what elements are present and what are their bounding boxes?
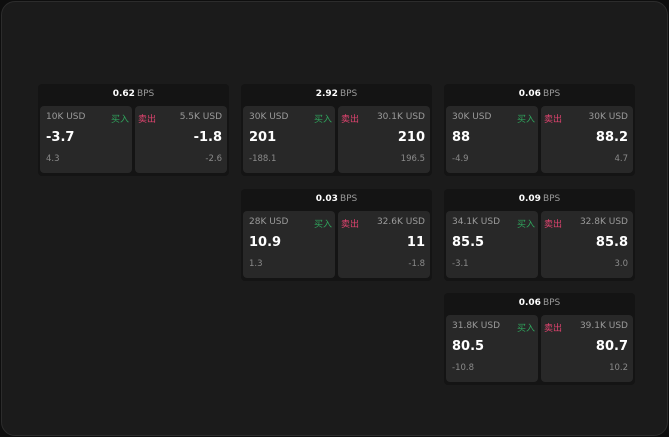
buy-card[interactable]: 31.8K USD 买入 80.5 -10.8 bbox=[446, 315, 538, 382]
sell-card[interactable]: 卖出 32.8K USD 85.8 3.0 bbox=[541, 211, 633, 278]
ask-change: 196.5 bbox=[400, 154, 425, 164]
spread-header: 0.06 BPS bbox=[444, 293, 635, 314]
buy-label[interactable]: 买入 bbox=[516, 324, 535, 334]
bid-price: -3.7 bbox=[46, 130, 75, 145]
ask-change: 4.7 bbox=[614, 154, 628, 164]
ask-size: 39.1K USD bbox=[579, 321, 628, 331]
spread-value: 0.62 bbox=[112, 89, 135, 99]
spread-unit: BPS bbox=[339, 194, 358, 204]
quote-panel: 0.62 BPS 10K USD 买入 -3.7 4.3 卖出 5.5K USD … bbox=[38, 84, 229, 176]
sell-label[interactable]: 卖出 bbox=[138, 115, 157, 125]
bid-size: 31.8K USD bbox=[452, 321, 501, 331]
spread-header: 0.62 BPS bbox=[38, 84, 229, 105]
bid-price: 85.5 bbox=[452, 235, 485, 250]
ask-change: -1.8 bbox=[408, 259, 425, 269]
bid-change: 1.3 bbox=[249, 259, 263, 269]
ask-price: 80.7 bbox=[595, 339, 628, 354]
spread-value: 0.03 bbox=[315, 194, 338, 204]
buy-label[interactable]: 买入 bbox=[516, 115, 535, 125]
spread-header: 2.92 BPS bbox=[241, 84, 432, 105]
ask-size: 5.5K USD bbox=[179, 112, 222, 122]
spread-value: 0.06 bbox=[518, 298, 541, 308]
spread-value: 0.09 bbox=[518, 194, 541, 204]
ask-size: 30.1K USD bbox=[376, 112, 425, 122]
buy-label[interactable]: 买入 bbox=[110, 115, 129, 125]
buy-card[interactable]: 30K USD 买入 88 -4.9 bbox=[446, 106, 538, 173]
quote-panel: 0.09 BPS 34.1K USD 买入 85.5 -3.1 卖出 32.8K … bbox=[444, 189, 635, 281]
quote-panel: 0.06 BPS 30K USD 买入 88 -4.9 卖出 30K USD 88… bbox=[444, 84, 635, 176]
sell-label[interactable]: 卖出 bbox=[544, 324, 563, 334]
ask-price: 85.8 bbox=[595, 235, 628, 250]
bid-size: 10K USD bbox=[46, 112, 86, 122]
ask-change: 3.0 bbox=[614, 259, 628, 269]
spread-unit: BPS bbox=[339, 89, 358, 99]
buy-label[interactable]: 买入 bbox=[516, 220, 535, 230]
sell-label[interactable]: 卖出 bbox=[544, 115, 563, 125]
bid-change: -3.1 bbox=[452, 259, 469, 269]
quote-panel: 0.06 BPS 31.8K USD 买入 80.5 -10.8 卖出 39.1K… bbox=[444, 293, 635, 385]
bid-price: 88 bbox=[452, 130, 471, 145]
sell-label[interactable]: 卖出 bbox=[341, 115, 360, 125]
buy-card[interactable]: 28K USD 买入 10.9 1.3 bbox=[243, 211, 335, 278]
spread-unit: BPS bbox=[542, 89, 561, 99]
bid-change: 4.3 bbox=[46, 154, 60, 164]
ask-price: -1.8 bbox=[193, 130, 222, 145]
spread-value: 0.06 bbox=[518, 89, 541, 99]
spread-header: 0.09 BPS bbox=[444, 189, 635, 210]
sell-label[interactable]: 卖出 bbox=[544, 220, 563, 230]
buy-label[interactable]: 买入 bbox=[313, 220, 332, 230]
quote-panel: 0.03 BPS 28K USD 买入 10.9 1.3 卖出 32.6K USD… bbox=[241, 189, 432, 281]
quote-panel: 2.92 BPS 30K USD 买入 201 -188.1 卖出 30.1K U… bbox=[241, 84, 432, 176]
spread-unit: BPS bbox=[136, 89, 155, 99]
bid-change: -4.9 bbox=[452, 154, 469, 164]
sell-card[interactable]: 卖出 30K USD 88.2 4.7 bbox=[541, 106, 633, 173]
buy-card[interactable]: 10K USD 买入 -3.7 4.3 bbox=[40, 106, 132, 173]
ask-price: 11 bbox=[406, 235, 425, 250]
ask-price: 88.2 bbox=[595, 130, 628, 145]
sell-label[interactable]: 卖出 bbox=[341, 220, 360, 230]
sell-card[interactable]: 卖出 32.6K USD 11 -1.8 bbox=[338, 211, 430, 278]
bid-price: 201 bbox=[249, 130, 277, 145]
ask-size: 30K USD bbox=[588, 112, 628, 122]
sell-card[interactable]: 卖出 5.5K USD -1.8 -2.6 bbox=[135, 106, 227, 173]
sell-card[interactable]: 卖出 39.1K USD 80.7 10.2 bbox=[541, 315, 633, 382]
bid-size: 30K USD bbox=[249, 112, 289, 122]
ask-size: 32.6K USD bbox=[376, 217, 425, 227]
buy-label[interactable]: 买入 bbox=[313, 115, 332, 125]
sell-card[interactable]: 卖出 30.1K USD 210 196.5 bbox=[338, 106, 430, 173]
ask-size: 32.8K USD bbox=[579, 217, 628, 227]
bid-size: 34.1K USD bbox=[452, 217, 501, 227]
buy-card[interactable]: 34.1K USD 买入 85.5 -3.1 bbox=[446, 211, 538, 278]
spread-unit: BPS bbox=[542, 194, 561, 204]
spread-value: 2.92 bbox=[315, 89, 338, 99]
bid-size: 28K USD bbox=[249, 217, 289, 227]
bid-price: 80.5 bbox=[452, 339, 485, 354]
ask-change: -2.6 bbox=[205, 154, 222, 164]
buy-card[interactable]: 30K USD 买入 201 -188.1 bbox=[243, 106, 335, 173]
ask-price: 210 bbox=[397, 130, 425, 145]
spread-unit: BPS bbox=[542, 298, 561, 308]
spread-header: 0.03 BPS bbox=[241, 189, 432, 210]
bid-change: -10.8 bbox=[452, 363, 474, 373]
ask-change: 10.2 bbox=[609, 363, 628, 373]
bid-price: 10.9 bbox=[249, 235, 282, 250]
spread-header: 0.06 BPS bbox=[444, 84, 635, 105]
bid-size: 30K USD bbox=[452, 112, 492, 122]
bid-change: -188.1 bbox=[249, 154, 277, 164]
